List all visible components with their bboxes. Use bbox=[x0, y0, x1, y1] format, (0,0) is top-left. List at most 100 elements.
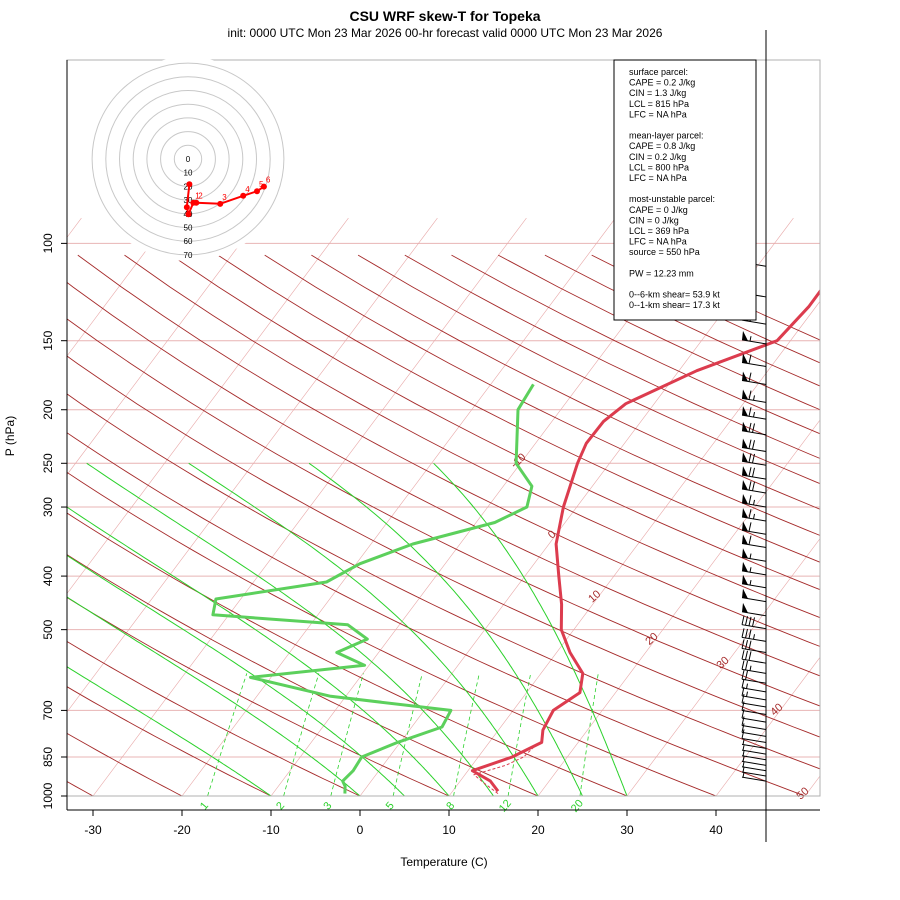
barb-half-flag bbox=[753, 513, 755, 520]
hodo-point bbox=[217, 200, 224, 207]
wind-barb bbox=[741, 745, 767, 755]
wind-barb bbox=[741, 615, 767, 630]
wind-barb bbox=[741, 602, 767, 617]
info-box-line: 0--1-km shear= 17.3 kt bbox=[629, 300, 720, 310]
dry-adiabat bbox=[67, 554, 540, 796]
wind-barb bbox=[741, 767, 767, 777]
barb-flag bbox=[741, 716, 745, 726]
barb-shaft bbox=[741, 488, 767, 494]
barb-shaft bbox=[741, 556, 767, 562]
x-tick-label: -20 bbox=[173, 823, 191, 837]
hodo-point bbox=[254, 188, 260, 195]
wind-barb bbox=[741, 750, 767, 761]
hodo-point bbox=[193, 199, 200, 206]
dry-adiabat bbox=[264, 254, 820, 536]
hodo-point bbox=[186, 181, 193, 188]
wind-barb bbox=[741, 574, 767, 589]
barb-shaft bbox=[741, 695, 767, 701]
wind-barb bbox=[741, 729, 767, 743]
barb-flag bbox=[741, 670, 745, 680]
moist-adiabat bbox=[308, 462, 583, 796]
wind-barb bbox=[741, 660, 767, 674]
dry-adiabat bbox=[67, 432, 807, 796]
info-box-line: CIN = 1.3 J/kg bbox=[629, 88, 686, 98]
barb-flag bbox=[748, 616, 752, 626]
barb-flag bbox=[748, 651, 752, 661]
barb-shaft bbox=[741, 430, 767, 436]
barb-flag bbox=[752, 617, 755, 627]
mixing-ratio-line bbox=[283, 673, 320, 796]
wind-barb bbox=[741, 639, 767, 654]
wind-barb bbox=[741, 708, 767, 723]
wind-barb bbox=[741, 739, 767, 749]
temperature-line bbox=[470, 288, 820, 793]
wind-barb bbox=[741, 761, 767, 772]
barb-flag bbox=[745, 628, 748, 639]
barb-shaft bbox=[741, 636, 767, 642]
isotherm-line bbox=[537, 419, 820, 796]
barb-pennant bbox=[742, 406, 748, 417]
dry-adiabat bbox=[67, 281, 820, 677]
barb-half-flag bbox=[742, 761, 745, 767]
barb-flag bbox=[748, 629, 752, 639]
hodo-ring-label: 50 bbox=[184, 224, 193, 233]
barb-pennant bbox=[742, 389, 748, 400]
mixing-ratio-label: 12 bbox=[497, 798, 514, 815]
info-box-line: mean-layer parcel: bbox=[629, 131, 704, 141]
hodo-ring bbox=[91, 62, 285, 256]
moist-adiabat bbox=[86, 462, 494, 796]
info-box-line: PW = 12.23 mm bbox=[629, 268, 694, 278]
barb-shaft bbox=[741, 743, 767, 749]
barb-shaft bbox=[741, 725, 767, 730]
barb-shaft bbox=[741, 516, 767, 522]
barb-flag bbox=[748, 453, 752, 463]
y-tick-label: 700 bbox=[41, 700, 55, 720]
wind-barb bbox=[741, 716, 767, 730]
moist-adiabat bbox=[67, 596, 361, 796]
barb-shaft bbox=[741, 766, 767, 772]
barb-flag bbox=[748, 467, 752, 477]
barb-pennant bbox=[742, 494, 748, 505]
mixing-ratio-line bbox=[507, 673, 532, 796]
barb-flag bbox=[741, 693, 745, 704]
barb-flag bbox=[748, 390, 752, 400]
wind-barb bbox=[741, 756, 767, 766]
sounding-profiles bbox=[211, 288, 820, 794]
wind-barb bbox=[741, 330, 767, 345]
barb-flag bbox=[752, 453, 755, 464]
barb-pennant bbox=[742, 371, 748, 382]
barb-half-flag bbox=[749, 567, 752, 573]
barb-flag bbox=[745, 650, 748, 660]
info-box-line: 0--6-km shear= 53.9 kt bbox=[629, 290, 720, 300]
wind-barb bbox=[741, 548, 767, 562]
dry-adiabat bbox=[67, 471, 718, 796]
hodo-point-label: 6 bbox=[266, 176, 271, 185]
wind-barb bbox=[741, 723, 767, 737]
dry-adiabat bbox=[404, 254, 820, 459]
hodo-ring bbox=[173, 144, 203, 174]
hodo-point-label: 5 bbox=[259, 180, 264, 189]
barb-shaft bbox=[741, 749, 767, 755]
wind-barb bbox=[741, 521, 767, 535]
wind-barb-column bbox=[741, 30, 767, 842]
barb-flag bbox=[748, 522, 752, 532]
hodo-ring bbox=[119, 90, 257, 228]
wind-barb bbox=[741, 772, 767, 782]
barb-flag bbox=[752, 481, 755, 491]
barb-flag bbox=[745, 670, 748, 680]
barb-shaft bbox=[741, 709, 767, 715]
wind-barb bbox=[741, 480, 767, 494]
barb-flag bbox=[748, 481, 752, 491]
dry-adiabat bbox=[67, 686, 272, 796]
series-clip bbox=[211, 288, 820, 794]
dry-adiabat bbox=[67, 781, 94, 796]
x-tick-label: -10 bbox=[262, 823, 280, 837]
hodo-point-label: 1 bbox=[195, 192, 200, 201]
mixing-ratio-line bbox=[392, 673, 423, 796]
barb-pennant bbox=[742, 508, 748, 519]
info-box-line: LCL = 369 hPa bbox=[629, 226, 689, 236]
barb-flag bbox=[748, 640, 752, 650]
barb-pennant bbox=[742, 330, 748, 341]
mixing-ratio-line bbox=[579, 673, 599, 796]
wind-barb bbox=[741, 406, 767, 420]
